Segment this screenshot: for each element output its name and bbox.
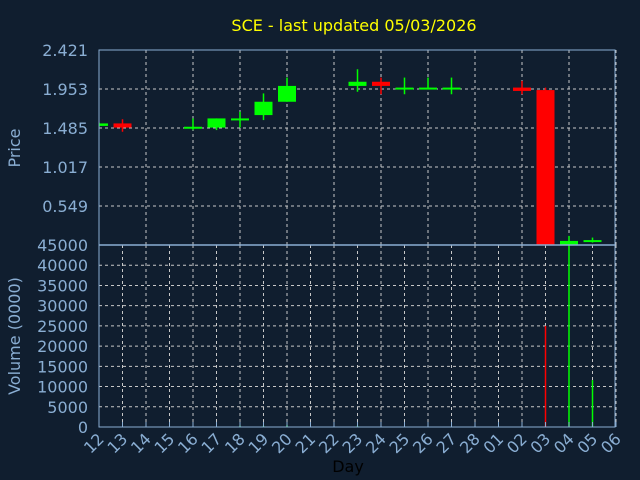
candle (560, 235, 578, 245)
candle (99, 122, 108, 127)
volume-tick-label: 15000 (37, 357, 88, 376)
candle (348, 69, 367, 92)
candle-body (372, 81, 390, 86)
candle (395, 77, 414, 95)
candle (372, 77, 390, 95)
candle (207, 118, 226, 131)
candle-body (184, 126, 202, 129)
candle-body (113, 123, 132, 128)
volume-axis-label: Volume (0000) (5, 277, 24, 395)
candle-body (348, 81, 367, 86)
volume-tick-label: 20000 (37, 337, 88, 356)
candle-body (99, 123, 108, 126)
candle (113, 119, 132, 132)
candle-body (419, 87, 437, 90)
candle-body (536, 90, 555, 245)
volume-tick-label: 30000 (37, 297, 88, 316)
candle-body (583, 240, 602, 243)
candle-body (278, 85, 296, 102)
candle (231, 111, 249, 128)
volume-tick-label: 10000 (37, 378, 88, 397)
candle (513, 80, 531, 95)
candle (254, 93, 273, 121)
candle (278, 77, 296, 102)
y-tick-label: 1.485 (42, 119, 88, 138)
y-tick-label: 1.953 (42, 80, 88, 99)
candle (184, 118, 202, 131)
candle-body (442, 87, 461, 90)
candle-body (231, 118, 249, 121)
candle-body (513, 87, 531, 91)
chart-title: SCE - last updated 05/03/2026 (231, 16, 476, 35)
candle (419, 77, 437, 90)
volume-tick-label: 25000 (37, 317, 88, 336)
volume-tick-label: 45000 (37, 236, 88, 255)
candle (442, 77, 461, 95)
y-tick-label: 1.017 (42, 158, 88, 177)
candle (536, 87, 555, 245)
candle-body (254, 101, 273, 116)
y-tick-label: 2.421 (42, 41, 88, 60)
y-axis-label: Price (5, 128, 24, 167)
candle-body (560, 240, 578, 245)
plot-frame (98, 49, 616, 428)
volume-tick-label: 35000 (37, 276, 88, 295)
x-axis-label: Day (332, 457, 364, 476)
candle-body (207, 118, 226, 128)
candle (583, 237, 602, 243)
x-tick-label: 06 (597, 429, 625, 457)
volume-tick-label: 40000 (37, 256, 88, 275)
volume-tick-label: 0 (78, 418, 88, 437)
candle-body (395, 87, 414, 90)
volume-tick-label: 5000 (47, 398, 88, 417)
y-tick-label: 0.549 (42, 197, 88, 216)
